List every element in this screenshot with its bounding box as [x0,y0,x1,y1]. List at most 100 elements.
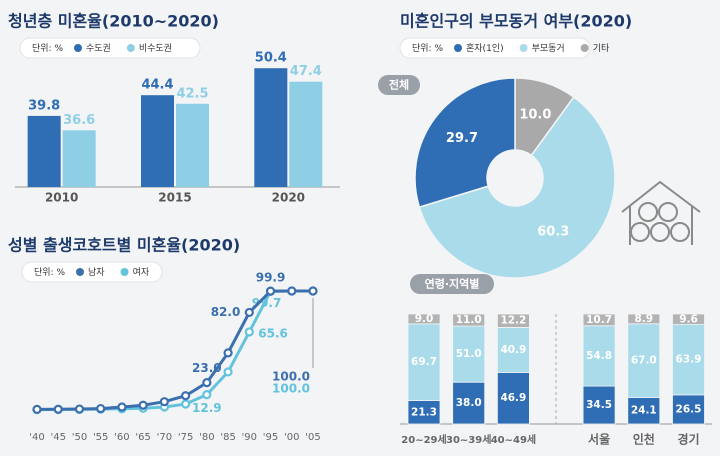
x-tick-label: '05 [305,432,320,443]
value-label: 36.6 [63,113,95,128]
bar-segment [672,324,705,396]
x-tick-label: '95 [263,432,278,443]
legend-label: 여자 [133,266,150,278]
bar [289,81,323,187]
point [265,286,276,296]
donut-slice [414,77,516,209]
bar-segment [496,327,530,373]
bar-segment [627,323,661,398]
chart-title: 미혼인구의 부모동거 여부(2020) [400,12,632,31]
point [223,367,233,377]
x-tick-label: '80 [199,432,214,443]
x-tick-label: 경기 [677,432,699,447]
bar-segment [452,313,486,327]
value-label: 42.5 [176,86,208,101]
point [308,286,318,296]
x-tick-label: '90 [242,432,257,443]
bar-segment [582,325,616,387]
value-label: 23.0 [192,361,222,375]
x-tick-label: 2010 [45,191,78,205]
chart-title: 성별 출생코호트별 미혼율(2020) [8,236,240,255]
bar-segment [452,381,486,425]
value-label: 60.3 [537,224,569,239]
legend-marker [120,268,129,276]
value-label: 29.7 [446,131,478,146]
point [138,400,148,410]
legend-box [399,37,591,59]
bar-segment [407,323,441,401]
bar-segment [407,313,441,325]
x-tick-label: 2020 [272,191,305,205]
value-label: 40.9 [500,344,526,356]
legend-label: 남자 [88,267,105,278]
point [287,286,297,296]
x-tick-label: '40 [29,432,44,443]
x-tick-label: 서울 [588,432,610,447]
value-label: 9.6 [679,313,698,325]
bar-segment [627,313,661,325]
value-label: 26.5 [676,403,702,415]
value-label: 12.2 [500,315,526,327]
point [244,307,254,318]
legend-box [21,261,163,283]
pill-label: 전체 [389,78,409,92]
value-label: 10.0 [519,108,551,123]
value-label: 67.0 [631,355,657,367]
legend-label: 비수도권 [139,42,172,54]
value-label: 8.9 [634,313,653,325]
x-tick-label: 인천 [633,432,655,447]
legend-marker [76,268,84,276]
legend-label: 기타 [593,43,610,54]
bar-segment [672,313,705,325]
bar-segment [582,385,616,425]
bar-segment [582,313,616,327]
legend-marker [454,44,462,52]
label-pill [378,75,420,95]
point [117,402,127,412]
value-label: 65.6 [258,326,288,340]
point [202,378,212,388]
legend-marker [74,44,82,52]
x-tick-label: 2015 [158,191,191,205]
legend-unit: 단위: % [412,43,443,54]
bar [62,130,96,187]
value-label: 54.8 [586,350,612,362]
value-label: 38.0 [456,397,482,409]
value-label: 100.0 [272,370,310,384]
x-tick-label: '00 [284,432,299,443]
value-label: 39.8 [28,98,60,113]
x-tick-label: '60 [114,432,129,443]
point [53,404,63,414]
point [181,391,191,401]
x-tick-label: 40~49세 [491,433,536,446]
bar-segment [496,313,530,328]
x-tick-label: '45 [50,432,65,443]
chart-title: 청년층 미혼율(2010~2020) [8,12,219,31]
point [159,397,169,407]
bar [176,103,209,187]
value-label: 9.0 [415,313,434,325]
bar [254,68,288,187]
legend-box [19,37,201,59]
label-pill [410,274,494,294]
legend-label: 혼자(1인) [466,42,504,54]
value-label: 50.4 [255,51,287,66]
x-tick-label: '70 [157,432,172,443]
point [32,404,42,415]
value-label: 82.0 [211,305,241,319]
point [181,399,191,409]
value-label: 47.4 [290,64,322,79]
value-label: 12.9 [192,401,222,415]
point [223,348,233,358]
point [202,390,212,400]
legend-unit: 단위: % [34,267,65,278]
x-tick-label: 30~39세 [446,433,491,446]
value-label: 69.7 [411,356,437,368]
point [74,404,85,414]
donut-slice [418,96,616,279]
bar-segment [452,325,486,383]
bar-segment [496,372,530,425]
value-label: 46.9 [500,392,526,404]
